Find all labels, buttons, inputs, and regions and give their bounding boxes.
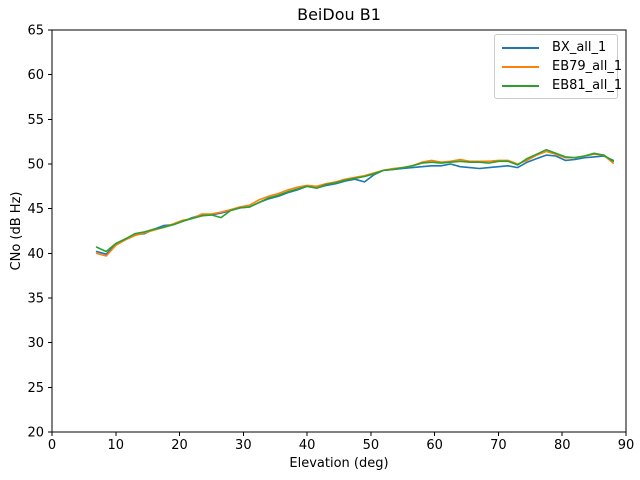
svg-text:30: 30 bbox=[27, 336, 44, 351]
legend-item-label: EB79_all_1 bbox=[552, 59, 623, 74]
svg-text:65: 65 bbox=[27, 24, 44, 39]
svg-text:55: 55 bbox=[27, 113, 44, 128]
legend-item: EB79_all_1 bbox=[495, 59, 622, 74]
legend-item-label: BX_all_1 bbox=[552, 40, 607, 55]
svg-text:60: 60 bbox=[27, 68, 44, 83]
svg-text:40: 40 bbox=[299, 438, 316, 453]
x-axis-label: Elevation (deg) bbox=[289, 456, 389, 471]
legend-line-sample bbox=[502, 65, 539, 68]
svg-text:40: 40 bbox=[27, 247, 44, 262]
svg-text:45: 45 bbox=[27, 202, 44, 217]
y-axis-label: CNo (dB Hz) bbox=[9, 191, 24, 271]
svg-text:10: 10 bbox=[108, 438, 125, 453]
svg-text:60: 60 bbox=[426, 438, 443, 453]
svg-text:70: 70 bbox=[490, 438, 507, 453]
svg-text:50: 50 bbox=[27, 158, 44, 173]
legend-line-sample bbox=[502, 84, 539, 87]
legend-line-sample bbox=[502, 46, 539, 49]
svg-text:20: 20 bbox=[171, 438, 188, 453]
legend: BX_all_1 EB79_all_1 EB81_all_1 bbox=[494, 34, 622, 99]
chart-title: BeiDou B1 bbox=[297, 5, 381, 24]
legend-item-label: EB81_all_1 bbox=[552, 78, 623, 93]
svg-text:80: 80 bbox=[554, 438, 571, 453]
svg-text:20: 20 bbox=[27, 426, 44, 441]
svg-text:90: 90 bbox=[618, 438, 635, 453]
legend-item: EB81_all_1 bbox=[495, 78, 622, 93]
svg-text:0: 0 bbox=[48, 438, 56, 453]
svg-text:50: 50 bbox=[363, 438, 380, 453]
svg-text:30: 30 bbox=[235, 438, 252, 453]
svg-text:25: 25 bbox=[27, 381, 44, 396]
legend-item: BX_all_1 bbox=[495, 40, 617, 55]
svg-text:35: 35 bbox=[27, 292, 44, 307]
